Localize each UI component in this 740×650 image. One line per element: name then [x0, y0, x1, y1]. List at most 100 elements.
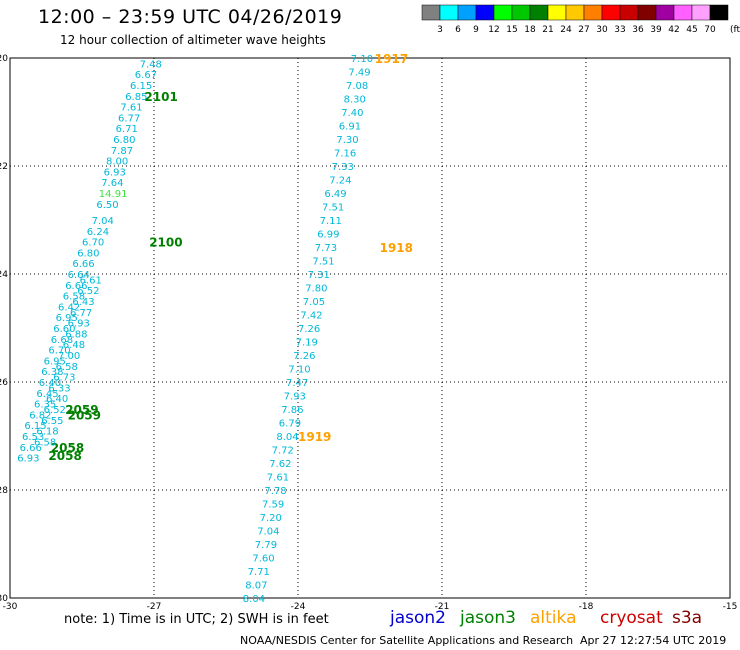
lon-tick-label: -15: [723, 602, 738, 610]
wave-height-value: 8.04: [243, 594, 265, 605]
track-jason3-b: 6.616.526.436.776.936.886.487.006.586.73…: [34, 275, 102, 463]
wave-height-value: 6.73: [53, 373, 75, 384]
wave-height-value: 14.91: [99, 189, 128, 200]
pass-time-label: 2059: [65, 403, 98, 417]
sat-label-cryosat: cryosat: [600, 608, 663, 628]
wave-height-value: 7.48: [140, 59, 162, 70]
wave-height-value: 6.66: [20, 443, 42, 454]
wave-height-value: 6.55: [41, 416, 63, 427]
sat-label-s3a: s3a: [672, 608, 703, 628]
wave-height-value: 7.26: [293, 351, 315, 362]
wave-height-value: 7.86: [281, 405, 303, 416]
wave-height-value: 6.60: [53, 324, 75, 335]
scale-label-2: 9: [473, 25, 479, 35]
wave-height-value: 6.77: [70, 308, 92, 319]
lon-tick-label: -18: [579, 602, 594, 610]
wave-height-value: 7.60: [252, 554, 274, 565]
lat-tick-label: -22: [0, 162, 8, 172]
scale-label-5: 18: [524, 25, 536, 35]
wave-height-value: 6.80: [77, 248, 99, 259]
wave-height-value: 7.19: [296, 338, 318, 349]
pass-time-label: 2101: [144, 90, 177, 104]
pass-time-label: 2100: [149, 236, 182, 250]
wave-height-value: 6.68: [51, 335, 73, 346]
pass-time-label: 2059: [68, 408, 101, 422]
wave-height-value: 7.87: [111, 146, 133, 157]
wave-height-value: 6.42: [58, 302, 80, 313]
altimeter-map: -20 -22 -24 -26 -28 -30-30 -27 -24 -21 -18 -15 7.48…: [0, 52, 738, 610]
map-subtitle: 12 hour collection of altimeter wave hei…: [60, 33, 326, 47]
wave-height-value: 7.16: [334, 149, 356, 160]
scale-label-15: 70: [704, 25, 716, 35]
wave-height-value: 6.67: [135, 70, 157, 81]
wave-height-value: 6.93: [68, 319, 90, 330]
wave-height-value: 7.93: [284, 392, 306, 403]
wave-height-value: 6.48: [63, 340, 85, 351]
scale-unit: (ft): [730, 25, 740, 35]
wave-height-value: 6.58: [63, 292, 85, 303]
scale-label-12: 39: [650, 25, 662, 35]
wave-height-value: 7.10: [351, 54, 373, 65]
wave-height-value: 7.80: [305, 284, 327, 295]
wave-height-value: 6.77: [118, 113, 140, 124]
sat-label-jason2: jason2: [390, 608, 446, 628]
wave-height-value: 6.58: [56, 362, 78, 373]
wave-height-value: 7.11: [320, 216, 342, 227]
wave-height-value: 8.00: [106, 157, 128, 168]
track-jason3-a: 7.486.676.156.857.616.776.716.807.878.00…: [17, 59, 182, 464]
wave-height-value: 7.42: [300, 311, 322, 322]
wave-height-value: 6.50: [96, 200, 118, 211]
scale-label-0: 3: [437, 25, 443, 35]
wave-height-value: 7.40: [341, 108, 363, 119]
wave-height-value: 6.45: [36, 389, 58, 400]
wave-height-value: 6.35: [34, 400, 56, 411]
wave-height-value: 7.49: [348, 68, 370, 79]
wave-height-value: 7.61: [120, 103, 142, 114]
wave-height-value: 6.40: [46, 394, 68, 405]
lon-tick-label: -24: [291, 602, 306, 610]
wave-height-value: 6.99: [317, 230, 339, 241]
scale-label-14: 45: [686, 25, 697, 35]
wave-height-value: 7.33: [332, 162, 354, 173]
lat-tick-label: -26: [0, 378, 8, 388]
wave-height-value: 7.24: [329, 176, 351, 187]
wave-height-value: 6.58: [34, 437, 56, 448]
wave-height-value: 6.33: [48, 383, 70, 394]
lon-tick-label: -30: [3, 602, 18, 610]
wave-height-value: 7.04: [92, 216, 114, 227]
wave-height-value: 6.24: [87, 227, 109, 238]
wave-height-value: 6.91: [339, 122, 361, 133]
generated-timestamp: Apr 27 12:27:54 UTC 2019: [580, 634, 727, 647]
wave-height-value: 6.15: [130, 81, 152, 92]
wave-height-value: 6.43: [72, 297, 94, 308]
track-altika: 7.10 7.49 7.08 8.30 7.40 6.91 7.30 7.16 7.33 7.24…: [243, 52, 413, 605]
pass-time-label: 1919: [298, 430, 331, 444]
lat-tick-label: -24: [0, 270, 8, 280]
wave-height-value: 6.93: [104, 167, 126, 178]
wave-height-value: 7.71: [248, 567, 270, 578]
wave-height-value: 7.10: [288, 365, 310, 376]
wave-height-value: 6.79: [279, 419, 301, 430]
wave-height-value: 6.93: [17, 454, 39, 465]
wave-height-value: 7.51: [322, 203, 344, 214]
wave-height-value: 6.66: [65, 281, 87, 292]
wave-height-value: 7.64: [101, 178, 123, 189]
wave-height-value: 8.30: [344, 95, 366, 106]
wave-height-value: 6.85: [125, 92, 147, 103]
wave-height-value: 6.82: [29, 410, 51, 421]
wave-height-value: 7.59: [262, 500, 284, 511]
wave-height-value: 6.70: [82, 238, 104, 249]
wave-height-value: 6.49: [324, 189, 346, 200]
lon-tick-label: -21: [435, 602, 450, 610]
wave-height-value: 8.07: [245, 581, 267, 592]
wave-height-value: 7.30: [336, 135, 358, 146]
footer-note: note: 1) Time is in UTC; 2) SWH is in fe…: [64, 612, 329, 627]
wave-height-value: 7.51: [312, 257, 334, 268]
sat-label-altika: altika: [530, 608, 577, 628]
wave-height-value: 6.71: [116, 124, 138, 135]
scale-swatch-16: [709, 4, 729, 21]
lon-tick-label: -27: [147, 602, 162, 610]
wave-height-value: 7.08: [346, 81, 368, 92]
wave-height-value: 6.15: [24, 421, 46, 432]
wave-height-value: 7.31: [308, 270, 330, 281]
